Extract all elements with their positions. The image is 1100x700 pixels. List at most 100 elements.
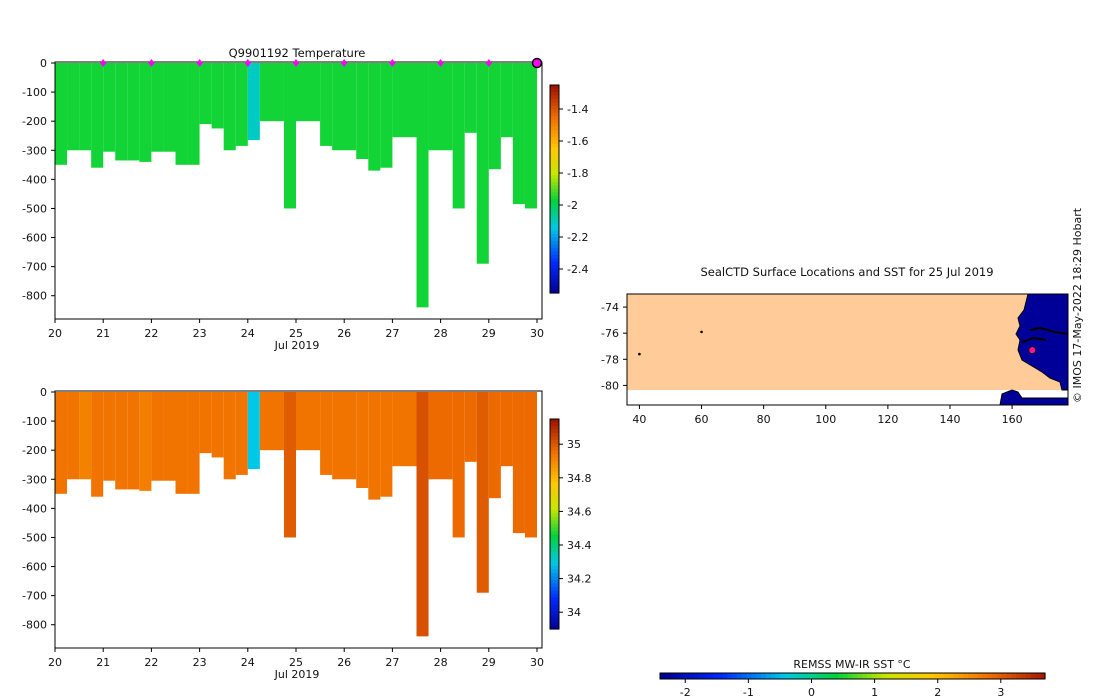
y-tick-label: -800 — [22, 619, 47, 632]
sst-colorbar-segment — [794, 673, 801, 679]
profile-column — [320, 392, 333, 475]
sst-colorbar: -2 -1 0 1 2 3 — [659, 672, 1046, 699]
sst-colorbar-segment — [881, 673, 887, 679]
colorbar-segment — [550, 133, 559, 138]
colorbar-segment — [550, 604, 559, 609]
colorbar-segment — [550, 566, 559, 571]
y-tick-label: -700 — [22, 261, 47, 274]
colorbar-segment — [550, 206, 559, 211]
salinity-section-panel: 0 -100 -200 -300 -400 -500 -600 -700 -800 20 21 22 2… — [22, 386, 591, 681]
colorbar-frame — [549, 84, 560, 294]
colorbar-segment — [550, 223, 559, 228]
colorbar-segment — [550, 569, 559, 574]
sst-colorbar-segment — [862, 673, 868, 679]
colorbar-tick-label: -2.2 — [567, 231, 588, 244]
colorbar-segment — [550, 513, 559, 518]
x-tick-label: 20 — [48, 327, 62, 340]
sst-colorbar-segment — [732, 673, 738, 679]
colorbar-tick-label: 34.6 — [567, 505, 592, 518]
sst-colorbar-segment — [669, 673, 676, 679]
x-tick-label: 30 — [530, 327, 544, 340]
sst-colorbar-segment — [775, 673, 781, 679]
map-title: SealCTD Surface Locations and SST for 25… — [700, 265, 993, 279]
profile-column — [163, 392, 176, 481]
profile-column — [488, 63, 501, 170]
sst-colorbar-segment — [953, 673, 959, 679]
colorbar-tick-label: -2.4 — [567, 263, 588, 276]
colorbar-segment — [550, 496, 559, 501]
colorbar-segment — [550, 608, 559, 613]
colorbar-segment — [550, 450, 559, 455]
profile-column — [392, 63, 417, 138]
x-tick-label: 21 — [96, 656, 110, 669]
colorbar-tick-label: 34.8 — [567, 472, 592, 485]
y-tick-label: -800 — [22, 290, 47, 303]
sst-colorbar-segment — [770, 673, 777, 679]
profile-column — [235, 63, 248, 146]
sst-colorbar-segment — [1001, 673, 1008, 679]
colorbar-segment — [550, 168, 559, 173]
sst-colorbar-segment — [871, 673, 878, 679]
colorbar-segment — [550, 499, 559, 504]
sst-colorbar-segment — [968, 673, 974, 679]
imos-watermark: © IMOS 17-May-2022 18:29 Hobart — [1071, 207, 1084, 403]
y-tick-label: -100 — [22, 415, 47, 428]
colorbar-segment — [550, 576, 559, 581]
y-tick-label: -200 — [22, 115, 47, 128]
profile-column — [103, 392, 116, 481]
profile-column — [127, 392, 140, 490]
sst-colorbar-segment — [934, 673, 940, 679]
colorbar-segment — [550, 545, 559, 550]
x-tick-label: 28 — [434, 327, 448, 340]
x-tick-label: 22 — [144, 656, 158, 669]
profile-column — [247, 392, 260, 470]
colorbar-segment — [550, 258, 559, 263]
colorbar-segment — [550, 175, 559, 180]
sst-colorbar-segment — [823, 673, 830, 679]
map-y-tick-label: -78 — [601, 353, 619, 366]
profile-column — [79, 392, 92, 480]
sst-colorbar-segment — [895, 673, 902, 679]
colorbar-segment — [550, 91, 559, 96]
sst-colorbar-segment — [891, 673, 897, 679]
profile-column — [151, 392, 164, 481]
colorbar-segment — [550, 109, 559, 114]
profile-column — [199, 392, 212, 454]
sst-colorbar-segment — [722, 673, 728, 679]
x-tick-label: 27 — [385, 656, 399, 669]
colorbar-segment — [550, 559, 559, 564]
colorbar-segment — [550, 562, 559, 567]
sst-colorbar-segment — [712, 673, 719, 679]
profile-marker — [389, 59, 396, 67]
profile-column — [67, 63, 80, 151]
colorbar-segment — [550, 510, 559, 515]
sst-colorbar-segment — [1016, 673, 1022, 679]
colorbar-segment — [550, 112, 559, 117]
sst-colorbar-segment — [1030, 673, 1036, 679]
colorbar-segment — [550, 265, 559, 270]
colorbar-segment — [550, 98, 559, 103]
sst-colorbar-segment — [693, 673, 700, 679]
colorbar-segment — [550, 475, 559, 480]
profile-column — [380, 63, 393, 168]
colorbar-segment — [550, 230, 559, 235]
profile-column — [524, 63, 537, 209]
colorbar-segment — [550, 517, 559, 522]
colorbar-segment — [550, 447, 559, 452]
sst-colorbar-tick-label: 0 — [808, 686, 815, 699]
sst-colorbar-segment — [939, 673, 945, 679]
y-tick-label: 0 — [40, 57, 47, 70]
sst-colorbar-segment — [924, 673, 931, 679]
x-tick-label: 27 — [385, 327, 399, 340]
profile-column — [512, 63, 525, 205]
profile-column — [139, 392, 152, 491]
map-x-tick-label: 40 — [632, 413, 646, 426]
colorbar-segment — [550, 471, 559, 476]
profile-column — [392, 392, 417, 467]
sst-colorbar-segment — [886, 673, 892, 679]
sst-colorbar-segment — [1040, 673, 1046, 679]
colorbar-segment — [550, 583, 559, 588]
salinity-plot-frame — [54, 390, 543, 649]
colorbar-segment — [550, 161, 559, 166]
sst-colorbar-segment — [852, 673, 858, 679]
